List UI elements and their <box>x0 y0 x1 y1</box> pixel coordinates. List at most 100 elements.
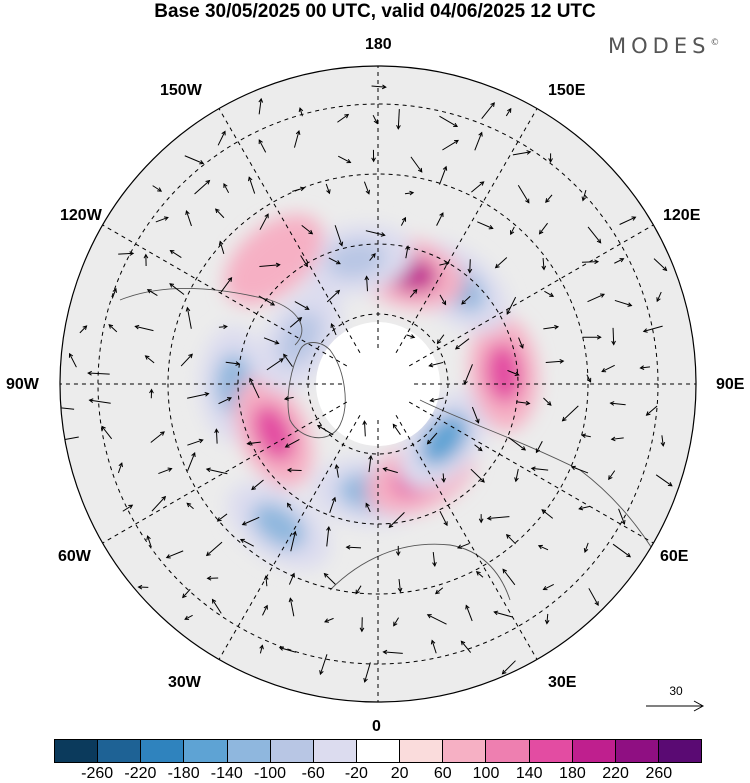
wind-arrow-icon <box>544 613 550 625</box>
wind-arrow-icon <box>218 240 225 255</box>
label-30w: 30W <box>168 674 201 691</box>
wind-arrow-icon <box>146 535 152 548</box>
wind-arrow-icon <box>382 467 398 474</box>
graticule <box>60 66 696 702</box>
label-150w: 150W <box>160 82 202 99</box>
wind-arrow-icon <box>288 597 295 617</box>
wind-arrow-icon <box>87 370 110 376</box>
wind-arrow-icon <box>429 397 444 403</box>
wind-arrow-icon <box>506 296 517 315</box>
wind-arrow-icon <box>169 283 185 295</box>
wind-arrow-icon <box>301 224 314 235</box>
reference-arrow-icon <box>646 700 705 712</box>
wind-arrow-icon <box>578 505 590 511</box>
wind-arrow-icon <box>143 253 149 266</box>
wind-arrow-icon <box>246 440 261 446</box>
wind-arrow-icon <box>223 183 230 194</box>
wind-arrow-icon <box>355 585 362 595</box>
wind-arrow-icon <box>409 288 418 298</box>
wind-arrow-icon <box>611 327 616 346</box>
wind-arrow-icon <box>68 352 77 368</box>
wind-arrow-icon <box>146 289 158 297</box>
wind-arrow-icon <box>477 221 494 230</box>
colorbar-swatch <box>356 740 401 762</box>
label-120e: 120E <box>663 207 701 224</box>
wind-arrow-icon <box>337 113 350 123</box>
wind-arrow-icon <box>653 258 668 272</box>
colorbar-tick-label: -60 <box>301 765 325 782</box>
meridian-line <box>213 414 361 669</box>
wind-arrow-icon <box>330 323 337 336</box>
wind-arrow-icon <box>185 210 192 227</box>
wind-arrow-icon <box>371 84 387 90</box>
wind-arrow-icon <box>219 276 233 294</box>
wind-arrow-icon <box>258 295 276 306</box>
wind-arrow-icon <box>502 568 516 586</box>
wind-arrow-icon <box>508 436 527 451</box>
wind-arrow-icon <box>639 365 651 370</box>
label-60w: 60W <box>58 548 91 565</box>
wind-arrow-icon <box>505 107 512 117</box>
wind-arrow-icon <box>239 538 254 547</box>
colorbar-tick-label: 100 <box>472 765 500 782</box>
wind-arrow-icon <box>319 654 328 676</box>
wind-arrow-icon <box>470 468 485 483</box>
wind-arrow-icon <box>388 512 405 528</box>
colorbar-tick-label: -20 <box>344 765 368 782</box>
colorbar-swatch <box>486 740 530 762</box>
label-120w: 120W <box>60 207 102 224</box>
wind-arrow-icon <box>334 463 340 478</box>
wind-arrow-icon <box>185 306 192 329</box>
wind-arrow-icon <box>474 131 483 151</box>
wind-arrow-icon <box>187 392 210 399</box>
positive-anomaly-core <box>248 236 300 284</box>
wind-arrow-icon <box>543 324 560 330</box>
colorbar-tick-label: -220 <box>124 765 157 782</box>
label-180: 180 <box>365 36 392 53</box>
wind-arrow-icon <box>286 502 293 511</box>
wind-arrow-icon <box>587 226 602 244</box>
wind-arrow-icon <box>290 530 297 552</box>
wind-arrow-icon <box>581 190 587 202</box>
wind-arrow-icon <box>187 452 196 471</box>
wind-arrow-icon <box>405 245 410 259</box>
wind-arrow-icon <box>251 479 264 491</box>
label-30e: 30E <box>548 674 577 691</box>
colorbar-tick-label: 60 <box>433 765 452 782</box>
wind-arrow-icon <box>426 614 447 625</box>
colorbar-tick-label: 180 <box>559 765 586 782</box>
wind-arrow-icon <box>471 181 485 193</box>
wind-arrow-icon <box>182 588 191 599</box>
meridian-line <box>395 99 543 354</box>
wind-arrow-icon <box>619 216 637 225</box>
wind-arrow-icon <box>400 216 407 226</box>
wind-arrow-icon <box>205 541 223 557</box>
wind-arrow-icon <box>393 617 400 627</box>
colorbar-swatch <box>55 740 99 762</box>
wind-arrow-icon <box>180 353 193 367</box>
colorbar-tick-label: 20 <box>390 765 409 782</box>
wind-arrow-icon <box>583 542 589 553</box>
wind-arrow-icon <box>300 255 308 268</box>
wind-arrow-icon <box>656 291 662 303</box>
colorbar-tick-label: -140 <box>210 765 243 782</box>
wind-arrow-icon <box>608 470 616 481</box>
wind-arrow-icon <box>537 544 549 551</box>
wind-arrow-icon <box>284 438 300 448</box>
colorbar <box>54 739 702 763</box>
wind-arrow-icon <box>249 377 260 399</box>
brand-mark: © <box>710 38 720 48</box>
positive-anomaly-core <box>252 404 295 461</box>
wind-arrow-icon <box>359 617 365 633</box>
wind-arrow-icon <box>510 226 515 236</box>
wind-arrow-icon <box>465 604 473 622</box>
reference-vector: 30 <box>646 684 706 719</box>
map-boundary <box>59 65 697 703</box>
wind-arrow-icon <box>505 533 517 545</box>
wind-arrow-icon <box>642 325 663 333</box>
wind-arrow-icon <box>122 504 134 512</box>
wind-arrow-icon <box>436 334 445 345</box>
wind-arrow-icon <box>587 293 605 303</box>
wind-arrow-icon <box>454 338 470 350</box>
wind-arrow-icon <box>262 604 268 616</box>
